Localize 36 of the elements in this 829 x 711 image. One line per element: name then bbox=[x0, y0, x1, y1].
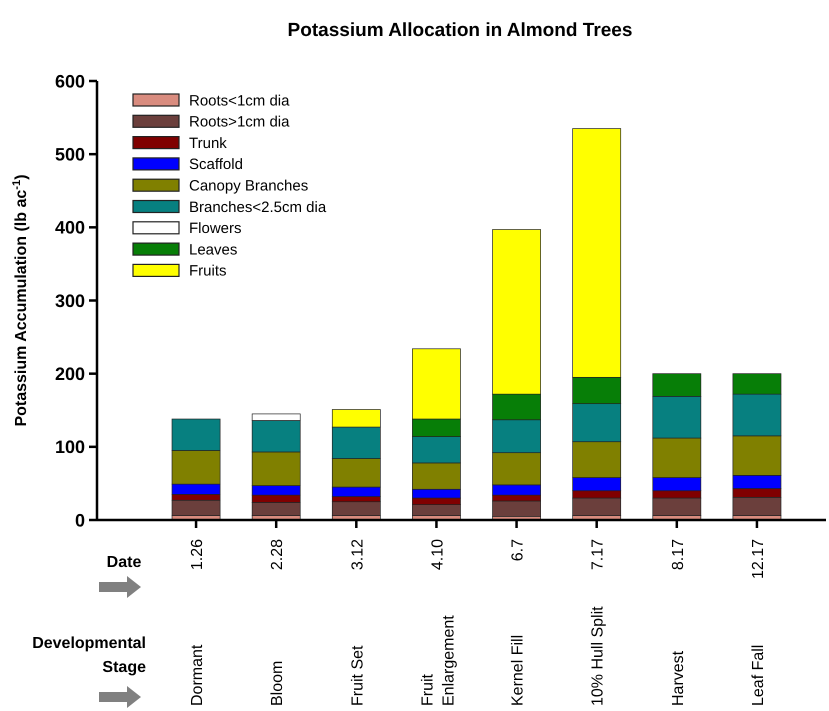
legend-label: Trunk bbox=[189, 134, 228, 152]
y-tick-label: 100 bbox=[54, 437, 85, 458]
legend-label: Roots<1cm dia bbox=[189, 92, 290, 110]
x-tick-label: 1.26 bbox=[189, 538, 206, 570]
y-tick-label: 0 bbox=[74, 510, 85, 530]
legend-label: Flowers bbox=[189, 220, 242, 238]
y-tick-label: 300 bbox=[54, 290, 85, 311]
legend-label: Canopy Branches bbox=[189, 177, 308, 194]
chart-title: Potassium Allocation in Almond Trees bbox=[288, 20, 632, 41]
x-tick-label: 2.28 bbox=[269, 538, 286, 570]
text: Fruit Set bbox=[349, 644, 366, 706]
x-tick-label: 12.17 bbox=[750, 538, 767, 580]
legend-label: Branches<2.5cm dia bbox=[189, 198, 327, 216]
text: Bloom bbox=[269, 660, 286, 706]
x-tick-label: 7.17 bbox=[590, 538, 607, 570]
legend-label: Leaves bbox=[189, 241, 238, 258]
x-tick-label: 6.7 bbox=[510, 538, 527, 562]
y-tick-label: 600 bbox=[54, 71, 85, 92]
legend-label: Scaffold bbox=[189, 156, 243, 174]
legend-label: Roots>1cm dia bbox=[189, 114, 290, 131]
text: 10% Hull Split bbox=[590, 606, 607, 706]
text: Developmental Stage bbox=[32, 635, 146, 676]
text: Kernel Fill bbox=[510, 634, 527, 706]
text: Leaf Fall bbox=[750, 644, 767, 706]
x-tick-label: 3.12 bbox=[349, 538, 366, 570]
x-tick-label: 8.17 bbox=[670, 538, 687, 570]
text: Harvest bbox=[670, 650, 687, 706]
text: Date bbox=[106, 554, 142, 571]
y-tick-label: 200 bbox=[54, 364, 85, 384]
text: Dormant bbox=[189, 644, 206, 706]
legend-label: Fruits bbox=[189, 262, 226, 280]
bar bbox=[332, 501, 381, 516]
y-tick-label: 400 bbox=[54, 218, 85, 238]
y-tick-label: 500 bbox=[54, 144, 85, 164]
text: Fruit Enlargement bbox=[419, 614, 458, 706]
x-tick-label: 4.10 bbox=[429, 538, 446, 570]
